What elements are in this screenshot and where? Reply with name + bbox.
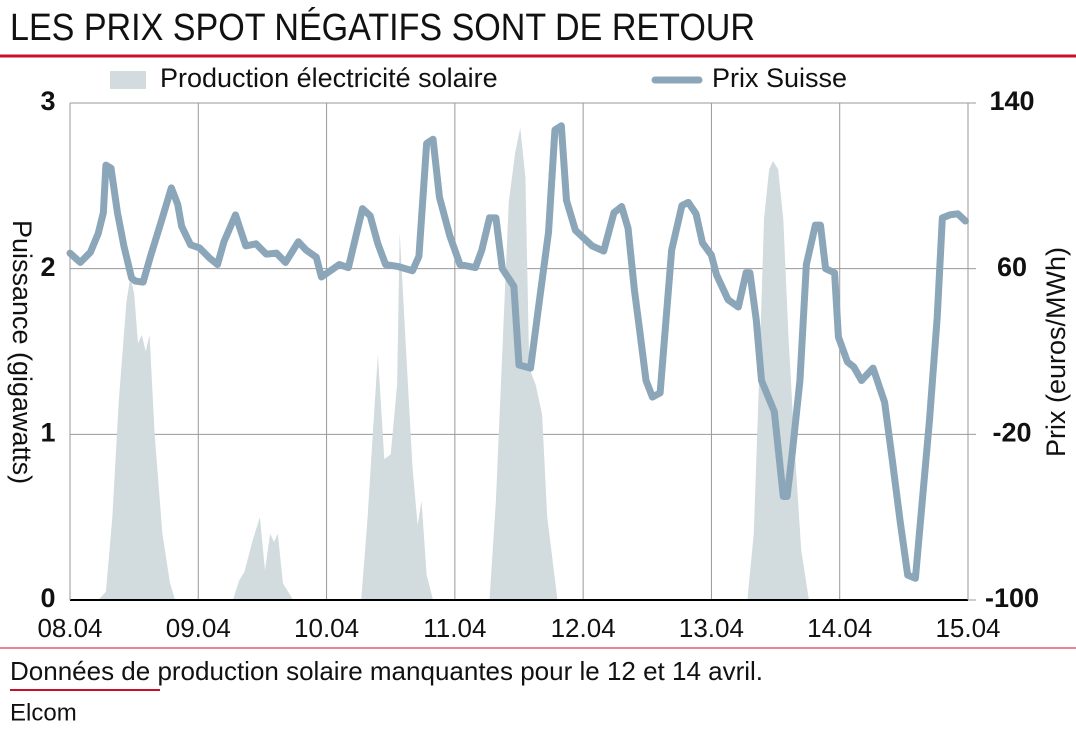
legend-label: Production électricité solaire bbox=[160, 63, 498, 93]
x-tick-label: 08.04 bbox=[37, 613, 102, 643]
x-tick-label: 14.04 bbox=[807, 613, 872, 643]
y-tick-label: 0 bbox=[40, 583, 55, 613]
y2-tick-label: -20 bbox=[992, 417, 1031, 447]
x-tick-label: 15.04 bbox=[935, 613, 1000, 643]
legend-label: Prix Suisse bbox=[712, 63, 847, 93]
y2-tick-label: 140 bbox=[989, 86, 1034, 116]
x-tick-label: 09.04 bbox=[166, 613, 231, 643]
note: Données de production solaire manquantes… bbox=[10, 656, 763, 686]
legend-swatch bbox=[110, 71, 146, 89]
y-tick-label: 3 bbox=[40, 86, 55, 116]
x-tick-label: 10.04 bbox=[294, 613, 359, 643]
y2-tick-label: -100 bbox=[985, 583, 1039, 613]
y-axis-label: Puissance (gigawatts) bbox=[7, 220, 37, 484]
price-line bbox=[66, 122, 969, 582]
y2-axis-label: Prix (euros/MWh) bbox=[1041, 247, 1071, 457]
y2-tick-label: 60 bbox=[997, 252, 1027, 282]
y-tick-label: 2 bbox=[40, 252, 55, 282]
source: Elcom bbox=[10, 699, 77, 726]
y-tick-label: 1 bbox=[40, 417, 55, 447]
x-tick-label: 11.04 bbox=[423, 613, 486, 643]
chart-title: LES PRIX SPOT NÉGATIFS SONT DE RETOUR bbox=[10, 6, 755, 49]
x-tick-label: 12.04 bbox=[551, 613, 616, 643]
x-tick-label: 13.04 bbox=[679, 613, 744, 643]
